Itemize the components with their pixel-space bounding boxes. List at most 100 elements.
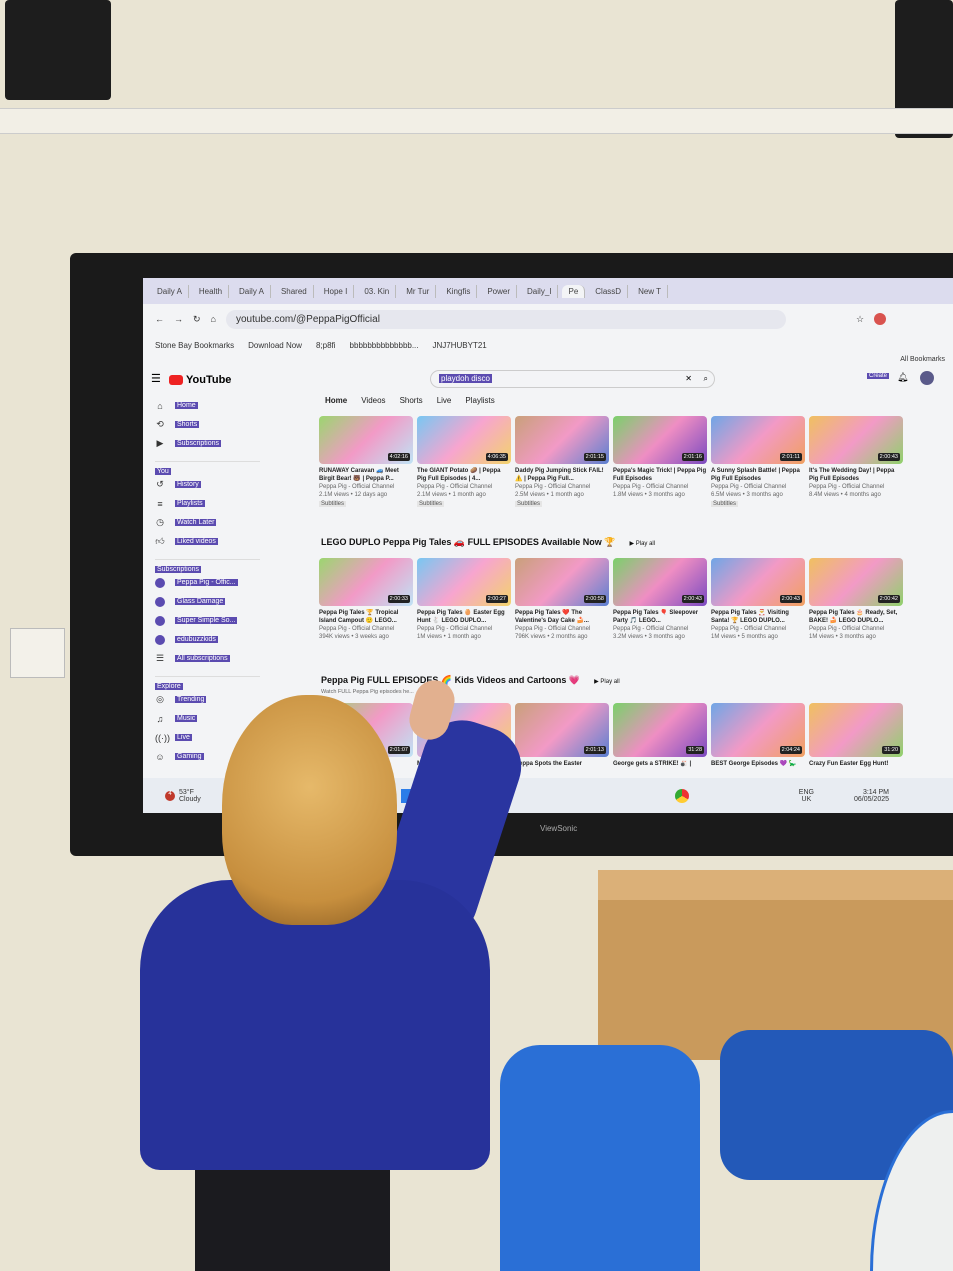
video-card[interactable]: 2:04:24 BEST George Episodes 💜 🦕 — [711, 703, 805, 776]
create-button[interactable]: Create — [867, 373, 890, 379]
video-title[interactable]: BEST George Episodes 💜 🦕 — [711, 761, 797, 767]
video-thumbnail[interactable]: 2:01:15 — [515, 416, 609, 464]
browser-tab[interactable]: Power — [481, 284, 518, 298]
video-card[interactable]: 31:28 George gets a STRIKE! 🎳 | — [613, 703, 707, 776]
clock[interactable]: 3:14 PM 06/05/2025 — [854, 789, 889, 803]
browser-tab[interactable]: Shared — [275, 284, 314, 298]
video-card[interactable]: 2:00:43 It's The Wedding Day! | Peppa Pig… — [809, 416, 903, 507]
search-input[interactable]: playdoh disco ✕ ⌕ — [430, 370, 715, 388]
video-thumbnail[interactable]: 4:06:35 — [417, 416, 511, 464]
bookmark-item[interactable]: Stone Bay Bookmarks — [155, 340, 235, 350]
video-title[interactable]: Peppa's Magic Trick! | Peppa Pig Full Ep… — [613, 468, 707, 482]
video-channel[interactable]: Peppa Pig - Official Channel — [613, 484, 689, 490]
video-title[interactable]: Peppa Pig Tales 🥚 Easter Egg Hunt 🐇 LEGO… — [417, 610, 505, 624]
video-title[interactable]: Daddy Pig Jumping Stick FAIL! ⚠️ | Peppa… — [515, 468, 604, 482]
video-thumbnail[interactable]: 2:00:43 — [711, 558, 805, 606]
clear-icon[interactable]: ✕ — [685, 374, 692, 383]
sidebar-item[interactable]: Super Simple So... — [155, 611, 260, 630]
video-thumbnail[interactable]: 2:01:11 — [711, 416, 805, 464]
browser-tab[interactable]: New T — [632, 284, 669, 298]
video-title[interactable]: Peppa Pig Tales ❤️ The Valentine's Day C… — [515, 610, 589, 624]
video-thumbnail[interactable]: 2:00:33 — [319, 558, 413, 606]
sidebar-item[interactable]: ((·)) Live — [155, 728, 260, 747]
video-card[interactable]: 2:01:11 A Sunny Splash Battle! | Peppa Pi… — [711, 416, 805, 507]
home-icon[interactable]: ⌂ — [210, 314, 216, 324]
browser-tab[interactable]: Health — [193, 284, 230, 298]
profile-avatar[interactable] — [874, 313, 887, 325]
video-channel[interactable]: Peppa Pig - Official Channel — [319, 626, 395, 632]
video-title[interactable]: RUNAWAY Caravan 🚙 Meet Birgit Bear! 🐻 | … — [319, 468, 399, 482]
video-card[interactable]: 4:02:16 RUNAWAY Caravan 🚙 Meet Birgit Bea… — [319, 416, 413, 507]
video-thumbnail[interactable]: 2:04:24 — [711, 703, 805, 757]
video-card[interactable]: 2:00:43 Peppa Pig Tales 🎅 Visiting Santa!… — [711, 558, 805, 641]
video-thumbnail[interactable]: 2:00:42 — [809, 558, 903, 606]
video-card[interactable]: 2:00:33 Peppa Pig Tales 🏆 Tropical Island… — [319, 558, 413, 641]
video-title[interactable]: George gets a STRIKE! 🎳 | — [613, 761, 692, 767]
search-icon[interactable]: ⌕ — [703, 374, 708, 383]
bookmark-item[interactable]: Download Now — [248, 340, 302, 350]
youtube-logo[interactable]: YouTube — [169, 374, 231, 386]
browser-tab[interactable]: Pe — [562, 284, 586, 298]
browser-tab[interactable]: Daily_I — [521, 284, 559, 298]
sidebar-item[interactable]: ◎ Trending — [155, 690, 260, 709]
menu-icon[interactable]: ☰ — [151, 373, 161, 385]
all-bookmarks[interactable]: All Bookmarks — [900, 356, 945, 363]
video-title[interactable]: Peppa Pig Tales 🏆 Tropical Island Campou… — [319, 610, 399, 624]
video-title[interactable]: A Sunny Splash Battle! | Peppa Pig Full … — [711, 468, 800, 482]
video-channel[interactable]: Peppa Pig - Official Channel — [711, 484, 787, 490]
video-title[interactable]: Crazy Fun Easter Egg Hunt! — [809, 761, 889, 767]
browser-tab[interactable]: 03. Kin — [358, 284, 397, 298]
browser-tab[interactable]: Daily A — [233, 284, 271, 298]
video-card[interactable]: 4:06:35 The GIANT Potato 🥔 | Peppa Pig Fu… — [417, 416, 511, 507]
channel-tab[interactable]: Home — [325, 396, 348, 405]
channel-tab[interactable]: Playlists — [465, 396, 495, 405]
browser-tab[interactable]: Kingfis — [440, 284, 478, 298]
sidebar-item[interactable]: 👍︎ Liked videos — [155, 532, 260, 551]
video-card[interactable]: 2:00:27 Peppa Pig Tales 🥚 Easter Egg Hunt… — [417, 558, 511, 641]
play-all-button[interactable]: ▶ Play all — [629, 541, 656, 547]
sidebar-item[interactable]: ☺ Gaming — [155, 747, 260, 766]
video-channel[interactable]: Peppa Pig - Official Channel — [613, 626, 689, 632]
bookmark-item[interactable]: JNJ7HUBYT21 — [432, 340, 487, 350]
video-title[interactable]: The GIANT Potato 🥔 | Peppa Pig Full Epis… — [417, 468, 501, 482]
video-card[interactable]: 2:00:43 Peppa Pig Tales 🎈 Sleepover Party… — [613, 558, 707, 641]
weather-widget[interactable]: 4 53°F Cloudy — [165, 789, 201, 803]
star-icon[interactable]: ☆ — [855, 313, 865, 324]
video-thumbnail[interactable]: 31:20 — [809, 703, 903, 757]
browser-tab[interactable]: ClassD — [589, 284, 629, 298]
account-avatar[interactable] — [920, 371, 934, 385]
browser-tab[interactable]: Hope I — [318, 284, 355, 298]
video-thumbnail[interactable]: 2:01:13 — [515, 703, 609, 757]
video-card[interactable]: 2:01:15 Daddy Pig Jumping Stick FAIL! ⚠️ … — [515, 416, 609, 507]
sidebar-item[interactable]: edubuzzkids — [155, 630, 260, 649]
video-thumbnail[interactable]: 2:00:58 — [515, 558, 609, 606]
bookmark-item[interactable]: bbbbbbbbbbbbbb... — [349, 340, 419, 350]
chrome-icon[interactable] — [674, 788, 689, 803]
video-channel[interactable]: Peppa Pig - Official Channel — [809, 626, 885, 632]
video-thumbnail[interactable]: 2:00:43 — [809, 416, 903, 464]
video-title[interactable]: It's The Wedding Day! | Peppa Pig Full E… — [809, 468, 895, 482]
video-title[interactable]: Peppa Pig Tales 🎂 Ready, Set, BAKE! 🍰 LE… — [809, 610, 898, 624]
bell-icon[interactable]: 🔔︎ — [897, 372, 909, 382]
video-thumbnail[interactable]: 31:28 — [613, 703, 707, 757]
back-icon[interactable]: ← — [155, 314, 164, 324]
video-title[interactable]: Peppa Spots the Easter — [515, 761, 583, 767]
video-thumbnail[interactable]: 2:00:27 — [417, 558, 511, 606]
video-channel[interactable]: Peppa Pig - Official Channel — [417, 484, 493, 490]
channel-tab[interactable]: Shorts — [399, 396, 423, 405]
sidebar-item[interactable]: ↺ History — [155, 475, 260, 494]
channel-tab[interactable]: Live — [436, 396, 452, 405]
sidebar-item[interactable]: ≡ Playlists — [155, 494, 260, 513]
play-all-button[interactable]: ▶ Play all — [594, 679, 620, 685]
browser-tab[interactable]: Mr Tur — [400, 284, 437, 298]
video-card[interactable]: 2:01:16 Peppa's Magic Trick! | Peppa Pig … — [613, 416, 707, 507]
video-channel[interactable]: Peppa Pig - Official Channel — [515, 626, 591, 632]
bookmark-item[interactable]: 8;p8fi — [315, 340, 336, 350]
language-indicator[interactable]: ENG UK — [799, 789, 814, 803]
video-title[interactable]: Peppa Pig Tales 🎅 Visiting Santa! 🏆 LEGO… — [711, 610, 789, 624]
video-thumbnail[interactable]: 4:02:16 — [319, 416, 413, 464]
video-channel[interactable]: Peppa Pig - Official Channel — [809, 484, 885, 490]
video-thumbnail[interactable]: 2:00:43 — [613, 558, 707, 606]
sidebar-item[interactable]: Peppa Pig - Offic... — [155, 573, 260, 592]
video-card[interactable]: 31:20 Crazy Fun Easter Egg Hunt! — [809, 703, 903, 776]
